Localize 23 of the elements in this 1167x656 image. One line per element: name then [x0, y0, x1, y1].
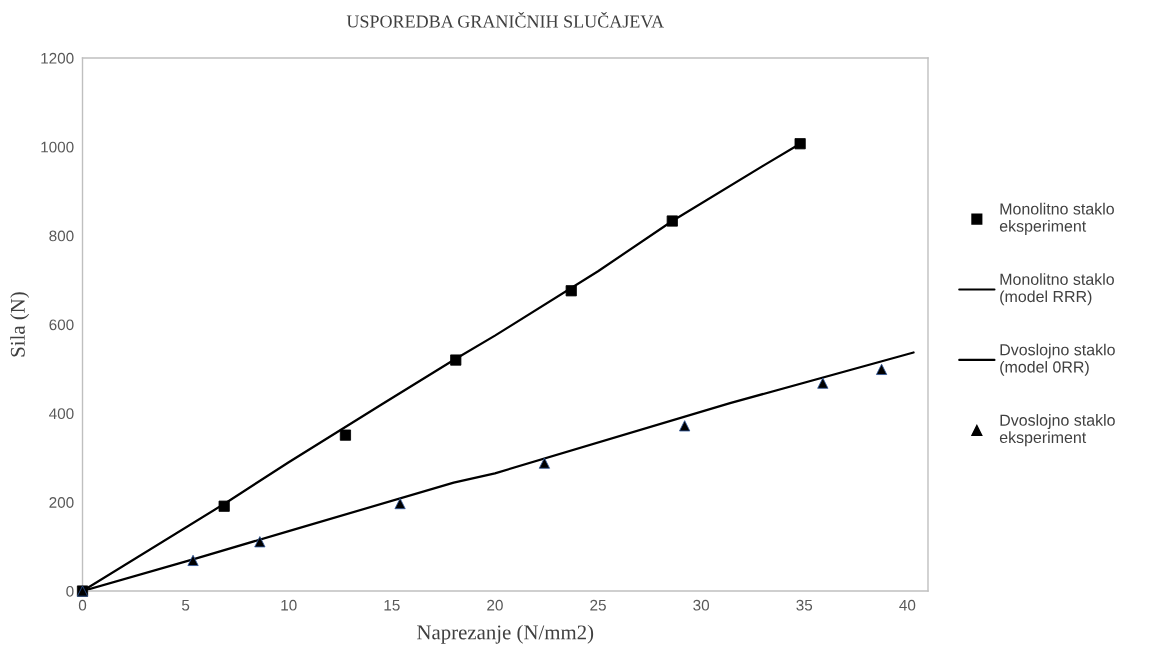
chart-title: USPOREDBA GRANIČNIH SLUČAJEVA: [346, 11, 664, 28]
x-tick-label: 20: [487, 599, 503, 611]
y-axis-title: Sila (N): [10, 292, 30, 357]
legend-label: Monolitno staklo eksperiment: [999, 202, 1114, 235]
x-tick-label: 15: [384, 599, 400, 611]
y-tick-label: 400: [49, 408, 74, 420]
x-axis-title: Naprezanje (N/mm2): [417, 624, 594, 644]
x-tick-label: 30: [693, 599, 710, 611]
y-tick-label: 1000: [41, 141, 74, 153]
x-tick-label: 10: [281, 599, 297, 611]
x-tick-label: 25: [590, 599, 606, 611]
x-tick-label: 5: [181, 599, 190, 611]
y-tick-label: 0: [66, 585, 74, 597]
x-tick-label: 40: [899, 599, 916, 611]
legend-label: Dvoslojno staklo (model 0RR): [1000, 343, 1115, 376]
y-tick-label: 800: [49, 230, 74, 242]
y-tick-label: 600: [49, 319, 74, 331]
y-tick-label: 1200: [41, 52, 74, 64]
x-tick-label: 35: [796, 599, 813, 611]
legend-label: Dvoslojno staklo eksperiment: [999, 414, 1115, 447]
x-tick-label: 0: [78, 599, 87, 611]
legend-label: Monolitno staklo (model RRR): [1000, 273, 1114, 306]
y-tick-label: 200: [49, 497, 74, 508]
